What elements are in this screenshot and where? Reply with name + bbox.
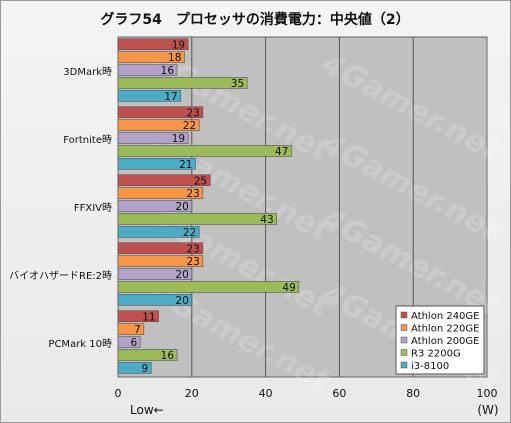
bar-value-label: 16	[161, 65, 175, 77]
bar	[117, 362, 152, 374]
bar-value-label: 21	[179, 159, 192, 171]
bar-value-label: 43	[260, 214, 273, 226]
bar-value-label: 19	[172, 133, 185, 145]
legend-label: Athlon 240GE	[411, 311, 480, 322]
bar	[117, 119, 200, 131]
bar-value-label: 11	[142, 311, 155, 323]
bar	[117, 226, 200, 238]
bar-value-label: 18	[168, 52, 181, 64]
legend-label: R3 2200G	[411, 349, 461, 360]
bar-value-label: 23	[186, 107, 199, 119]
bar-value-label: 19	[172, 39, 185, 51]
bar	[117, 106, 204, 119]
legend-box	[395, 305, 485, 375]
legend-label: Athlon 200GE	[411, 336, 480, 347]
bar	[117, 213, 277, 225]
bar-value-label: 23	[186, 243, 199, 255]
bar-value-label: 22	[183, 120, 196, 132]
bar	[117, 90, 182, 102]
category-label: FFXIV時	[74, 202, 112, 214]
bar-value-label: 9	[142, 363, 149, 375]
legend-swatch	[400, 311, 408, 319]
bar-value-label: 23	[186, 188, 199, 200]
x-tick-label: 40	[259, 387, 273, 400]
axis-note: Low←	[130, 403, 164, 417]
bar-value-label: 20	[175, 201, 188, 213]
category-label: 3DMark時	[63, 66, 112, 78]
category-label: PCMark 10時	[48, 338, 112, 350]
x-tick-label: 100	[477, 387, 498, 400]
bar	[117, 38, 189, 51]
bar	[117, 310, 159, 323]
bar	[117, 145, 292, 157]
bar	[117, 268, 193, 280]
x-tick-label: 80	[406, 387, 420, 400]
bar	[117, 294, 193, 306]
chart-title: グラフ54 プロセッサの消費電力：中央値（2）	[100, 11, 409, 28]
bar-value-label: 16	[161, 350, 175, 362]
bar	[117, 77, 248, 89]
bar-value-label: 20	[175, 295, 188, 307]
legend-swatch	[400, 349, 408, 356]
legend-swatch	[400, 324, 408, 331]
bar	[117, 281, 300, 293]
x-axis-label: (W)	[477, 403, 498, 417]
bar	[117, 132, 189, 144]
bar-value-label: 49	[282, 282, 295, 294]
bar-value-label: 25	[194, 175, 207, 187]
x-tick-label: 20	[185, 387, 199, 400]
legend-label: i3-8100	[411, 361, 449, 372]
bar-value-label: 35	[231, 78, 244, 90]
x-tick-label: 0	[115, 387, 122, 400]
bar-value-label: 7	[134, 324, 141, 336]
bar	[117, 158, 196, 170]
bar	[117, 349, 178, 361]
bar	[117, 242, 204, 255]
bar	[117, 51, 185, 63]
bar-value-label: 47	[275, 146, 288, 158]
legend-swatch	[400, 361, 408, 369]
bar	[117, 64, 178, 76]
category-label: Fortnite時	[63, 134, 112, 146]
bar-value-label: 20	[175, 269, 188, 281]
legend-swatch	[400, 336, 408, 344]
bar-value-label: 6	[130, 337, 137, 349]
bar	[117, 323, 145, 335]
x-tick-label: 60	[332, 387, 346, 400]
bar	[117, 255, 204, 267]
bar	[117, 174, 211, 187]
bar-value-label: 22	[183, 227, 196, 239]
bar-value-label: 17	[164, 91, 177, 103]
category-label: バイオハザードRE:2時	[9, 270, 112, 282]
bar	[117, 200, 193, 212]
bar	[117, 336, 141, 348]
bar	[117, 187, 204, 199]
bar-value-label: 23	[186, 256, 199, 268]
legend-label: Athlon 220GE	[411, 324, 480, 335]
